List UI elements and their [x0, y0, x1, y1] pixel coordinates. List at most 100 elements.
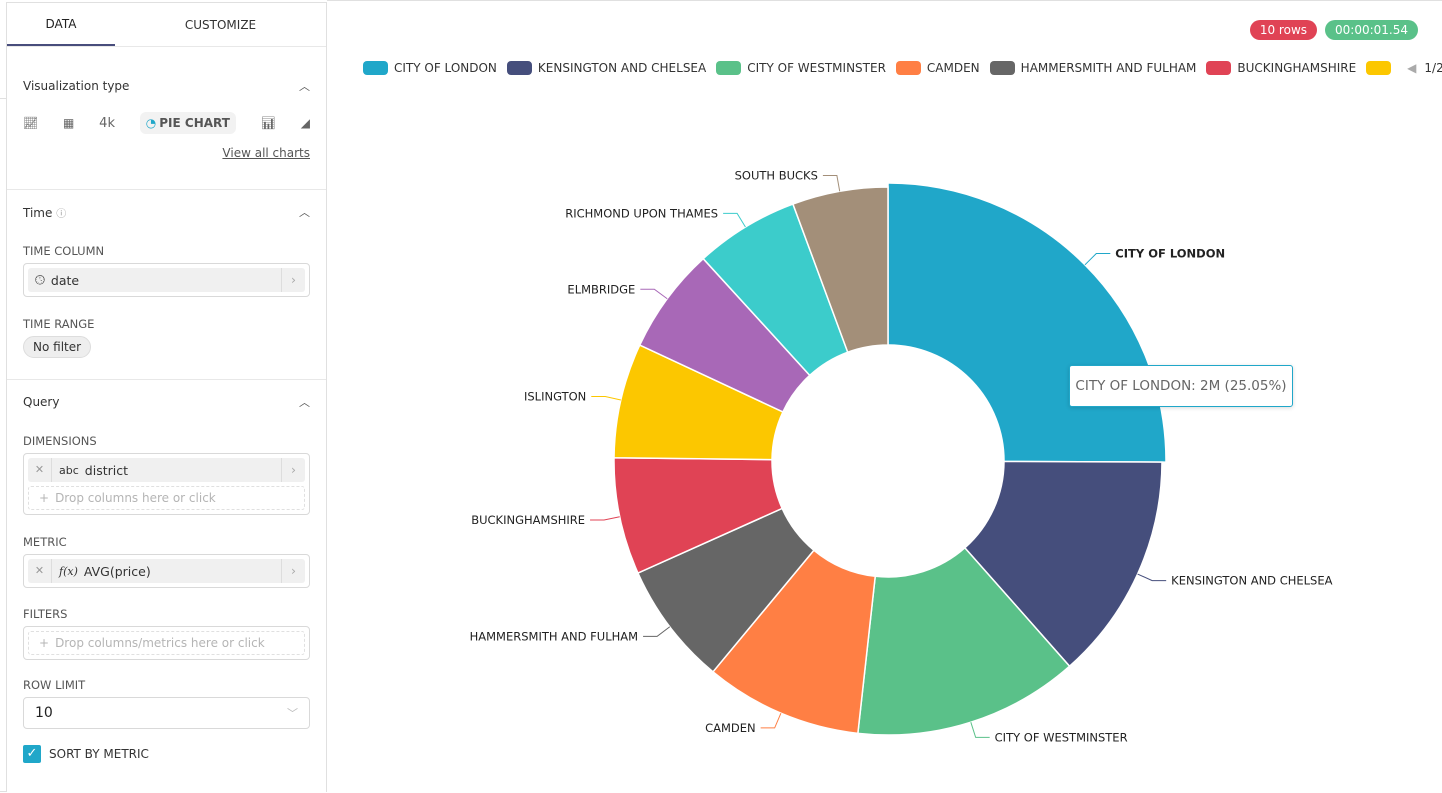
chevron-up-icon[interactable]: ︿: [299, 80, 310, 93]
legend-item[interactable]: CITY OF WESTMINSTER: [716, 61, 886, 75]
legend-swatch: [363, 61, 388, 75]
filters-field: + Drop columns/metrics here or click: [23, 626, 310, 660]
info-icon[interactable]: ⓘ: [56, 208, 67, 220]
slice-label: CITY OF LONDON: [1115, 247, 1225, 261]
table-icon[interactable]: ▦: [63, 116, 75, 130]
label-leader-line: [640, 288, 668, 300]
legend-item[interactable]: BUCKINGHAMSHIRE: [1206, 61, 1356, 75]
slice-label: ISLINGTON: [524, 389, 586, 403]
plus-icon: +: [39, 636, 50, 650]
slice-label: HAMMERSMITH AND FULHAM: [470, 629, 638, 643]
pie-slice[interactable]: [963, 460, 1163, 668]
remove-icon[interactable]: ✕: [28, 559, 52, 583]
big-number-button[interactable]: 4k: [99, 115, 115, 131]
pie-chart-icon: ◔: [145, 116, 157, 130]
legend-swatch: [989, 61, 1015, 75]
legend-label: CITY OF WESTMINSTER: [747, 61, 886, 75]
slice-label: ELMBRIDGE: [567, 282, 635, 296]
metric-field: ✕ f(x) AVG(price) ›: [23, 554, 310, 588]
slice-label: RICHMOND UPON THAMES: [565, 206, 718, 220]
pie-slice[interactable]: [791, 186, 889, 354]
time-section: Time ⓘ ︿ TIME COLUMN 🕓︎ date › TIME RANGE N…: [7, 190, 326, 380]
legend-label: KENSINGTON AND CHELSEA: [537, 61, 707, 75]
remove-icon[interactable]: ✕: [28, 458, 52, 482]
time-range-button[interactable]: No filter: [23, 336, 92, 358]
legend-swatch: [895, 61, 921, 75]
legend-item[interactable]: HAMMERSMITH AND FULHAM: [989, 61, 1197, 75]
pie-chart-label: PIE CHART: [159, 116, 230, 130]
dimensions-field: ✕ abc district › + Drop columns here or clic…: [23, 453, 310, 515]
bar-chart-icon[interactable]: 📊︎: [260, 116, 276, 130]
control-panel: DATA CUSTOMIZE Visualization type ︿ 📈︎ ▦ …: [6, 2, 327, 792]
legend-label: HAMMERSMITH AND FULHAM: [1020, 61, 1197, 75]
legend-item[interactable]: CITY OF LONDON: [363, 61, 497, 75]
slice-label: CAMDEN: [705, 721, 756, 735]
section-title: Query: [23, 395, 60, 409]
legend-label: BUCKINGHAMSHIRE: [1237, 61, 1357, 75]
viz-section: Visualization type ︿ 📈︎ ▦ 4k ◔ PIE CHART 📊…: [7, 47, 326, 190]
label-leader-line: [591, 395, 621, 401]
chevron-right-icon[interactable]: ›: [281, 458, 305, 482]
area-chart-icon[interactable]: ◢: [300, 116, 310, 130]
chevron-right-icon[interactable]: ›: [281, 268, 305, 292]
label-leader-line: [1137, 573, 1167, 582]
section-title: Time: [23, 205, 53, 220]
tab-data[interactable]: DATA: [7, 3, 115, 46]
filters-drop-zone[interactable]: + Drop columns/metrics here or click: [28, 631, 305, 655]
label-leader-line: [1084, 253, 1111, 266]
filters-label: FILTERS: [23, 607, 68, 621]
legend-item[interactable]: CAMDEN: [895, 61, 980, 75]
time-column-field[interactable]: 🕓︎ date ›: [23, 263, 310, 297]
legend-item[interactable]: KENSINGTON AND CHELSEA: [506, 61, 707, 75]
dimensions-drop-zone[interactable]: + Drop columns here or click: [28, 486, 305, 510]
pie-chart-button[interactable]: ◔ PIE CHART: [139, 112, 236, 134]
legend-swatch: [716, 61, 742, 75]
legend-label: CITY OF LONDON: [394, 61, 497, 75]
query-time-badge: 00:00:01.54: [1325, 20, 1418, 40]
label-leader-line: [760, 713, 782, 729]
time-column-value: date: [50, 272, 80, 288]
chevron-down-icon: ﹀: [287, 707, 298, 720]
slice-label: KENSINGTON AND CHELSEA: [1171, 574, 1332, 588]
row-limit-select[interactable]: 10 ﹀: [23, 697, 310, 729]
drop-placeholder: Drop columns/metrics here or click: [55, 636, 265, 650]
dimensions-label: DIMENSIONS: [23, 434, 97, 448]
dimension-value[interactable]: district: [84, 462, 128, 478]
legend-page: 1/2: [1424, 61, 1442, 75]
label-leader-line: [822, 175, 841, 192]
line-chart-icon[interactable]: 📈︎: [23, 116, 39, 130]
slice-label: BUCKINGHAMSHIRE: [471, 513, 585, 527]
sort-by-metric-checkbox[interactable]: ✓: [23, 745, 41, 763]
metric-label: METRIC: [23, 535, 67, 549]
chevron-right-icon[interactable]: ›: [281, 559, 305, 583]
chart-legend: CITY OF LONDON KENSINGTON AND CHELSEA CITY…: [363, 61, 1442, 75]
pie-slice[interactable]: [857, 546, 1071, 736]
legend-swatch: [1366, 61, 1392, 75]
chevron-up-icon[interactable]: ︿: [299, 206, 310, 219]
label-leader-line: [590, 516, 620, 521]
section-title: Visualization type: [23, 79, 130, 93]
legend-swatch: [506, 61, 532, 75]
label-leader-line: [643, 626, 671, 637]
clock-icon: 🕓︎: [35, 272, 45, 287]
chevron-up-icon[interactable]: ︿: [299, 396, 310, 409]
tab-customize[interactable]: CUSTOMIZE: [184, 17, 257, 32]
legend-item[interactable]: [1366, 61, 1397, 75]
time-column-label: TIME COLUMN: [23, 244, 105, 258]
legend-prev-icon[interactable]: ◀: [1407, 61, 1417, 75]
row-count-badge: 10 rows: [1249, 20, 1318, 40]
label-leader-line: [723, 212, 746, 228]
row-limit-value: 10: [35, 705, 53, 721]
legend-swatch: [1206, 61, 1232, 75]
slice-label: SOUTH BUCKS: [735, 169, 818, 183]
plus-icon: +: [39, 491, 50, 505]
row-limit-label: ROW LIMIT: [23, 678, 86, 692]
string-type-icon: abc: [59, 463, 79, 477]
metric-value[interactable]: AVG(price): [83, 563, 151, 579]
view-all-charts-link[interactable]: View all charts: [222, 146, 310, 160]
label-leader-line: [970, 722, 990, 738]
pie-slice[interactable]: [887, 182, 1167, 463]
time-range-label: TIME RANGE: [23, 317, 95, 331]
chart-area: 10 rows 00:00:01.54 CITY OF LONDON KENSIN…: [327, 0, 1442, 792]
sort-by-metric-label: SORT BY METRIC: [49, 747, 149, 761]
